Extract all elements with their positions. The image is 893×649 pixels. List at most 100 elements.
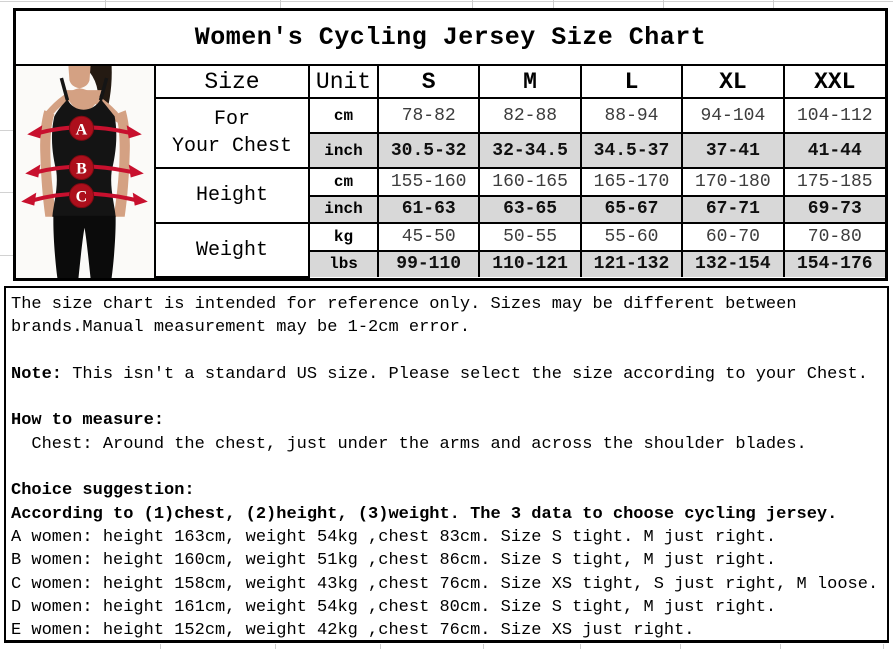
grid-tick bbox=[773, 0, 774, 8]
table-row-chest-inch: inch 30.5-32 32-34.5 34.5-37 37-41 41-44 bbox=[156, 132, 885, 170]
grid-tick bbox=[663, 0, 664, 8]
row-label-chest: For Your Chest bbox=[156, 96, 310, 170]
value-cell: 104-112 bbox=[782, 96, 885, 135]
value-cell: 69-73 bbox=[782, 194, 885, 225]
grid-tick bbox=[580, 644, 581, 649]
value-cell: 30.5-32 bbox=[376, 132, 481, 170]
header-size-m: M bbox=[478, 66, 582, 99]
note-line: The size chart is intended for reference… bbox=[11, 295, 797, 314]
unit-cell: kg bbox=[308, 222, 379, 252]
note-line: Chest: Around the chest, just under the … bbox=[11, 434, 807, 454]
value-cell: 175-185 bbox=[782, 167, 885, 197]
value-cell: 88-94 bbox=[579, 96, 684, 135]
grid-tick bbox=[160, 644, 161, 649]
unit-cell: inch bbox=[309, 194, 379, 225]
note-line: How to measure: bbox=[11, 411, 165, 431]
note-line: C women: height 158cm, weight 43kg ,ches… bbox=[11, 574, 879, 594]
value-cell: 50-55 bbox=[478, 222, 582, 252]
hip-measure-arrow: C bbox=[21, 183, 148, 209]
note-line: According to (1)chest, (2)height, (3)wei… bbox=[11, 504, 838, 524]
measurement-photo: A B C bbox=[16, 66, 156, 278]
grid-tick bbox=[0, 130, 13, 131]
value-cell: 61-63 bbox=[376, 194, 481, 225]
grid-tick bbox=[280, 0, 281, 8]
value-cell: 94-104 bbox=[681, 96, 785, 135]
chest-measure-arrow: A bbox=[27, 115, 142, 141]
value-cell: 70-80 bbox=[782, 222, 885, 252]
note-line: E women: height 152cm, weight 42kg ,ches… bbox=[11, 621, 695, 641]
right-arm bbox=[113, 110, 130, 217]
value-cell: 37-41 bbox=[681, 132, 785, 170]
grid-tick bbox=[553, 0, 554, 8]
grid-tick bbox=[0, 255, 13, 256]
shoulders bbox=[42, 88, 121, 125]
value-cell: 63-65 bbox=[478, 194, 582, 225]
note-line: A women: height 163cm, weight 54kg ,ches… bbox=[11, 527, 777, 547]
grid-tick bbox=[472, 0, 473, 8]
value-cell: 132-154 bbox=[681, 249, 785, 277]
table-row-weight-lbs: lbs 99-110 110-121 121-132 132-154 154-1… bbox=[156, 249, 885, 277]
note-line: Choice suggestion: bbox=[11, 481, 195, 501]
value-cell: 170-180 bbox=[681, 167, 785, 197]
notes-box: The size chart is intended for reference… bbox=[4, 286, 889, 643]
note-line: Note: This isn't a standard US size. Ple… bbox=[11, 364, 868, 384]
header-size-xl: XL bbox=[681, 66, 785, 99]
table-header-row: Size Unit S M L XL XXL bbox=[156, 66, 885, 99]
note-line-blank bbox=[11, 456, 885, 479]
grid-tick bbox=[0, 192, 13, 193]
note-line-blank bbox=[11, 340, 885, 363]
header-size-l: L bbox=[579, 66, 684, 99]
value-cell: 99-110 bbox=[376, 249, 481, 277]
size-table: Size Unit S M L XL XXL For Your Chest cm… bbox=[156, 66, 885, 278]
value-cell: 160-165 bbox=[478, 167, 582, 197]
value-cell: 65-67 bbox=[579, 194, 684, 225]
value-cell: 154-176 bbox=[782, 249, 885, 277]
value-cell: 34.5-37 bbox=[579, 132, 684, 170]
row-label-height: Height bbox=[156, 167, 310, 225]
table-row-height-inch: inch 61-63 63-65 65-67 67-71 69-73 bbox=[156, 194, 885, 225]
legs bbox=[53, 215, 116, 278]
value-cell: 165-170 bbox=[579, 167, 684, 197]
value-cell: 155-160 bbox=[376, 167, 481, 197]
grid-tick bbox=[380, 644, 381, 649]
note-line: B women: height 160cm, weight 51kg ,ches… bbox=[11, 551, 777, 571]
header-size-xxl: XXL bbox=[782, 66, 885, 99]
row-label-weight: Weight bbox=[156, 222, 310, 278]
header-unit: Unit bbox=[308, 66, 379, 99]
value-cell: 121-132 bbox=[579, 249, 684, 277]
header-size-s: S bbox=[376, 66, 481, 99]
table-row-chest-cm: For Your Chest cm 78-82 82-88 88-94 94-1… bbox=[156, 96, 885, 170]
header-size: Size bbox=[156, 66, 310, 99]
note-line-blank bbox=[11, 386, 885, 409]
grid-tick bbox=[780, 644, 781, 649]
unit-cell: lbs bbox=[309, 249, 379, 277]
note-line: D women: height 161cm, weight 54kg ,ches… bbox=[11, 597, 777, 617]
value-cell: 41-44 bbox=[782, 132, 885, 170]
waist-measure-arrow: B bbox=[25, 154, 144, 181]
value-cell: 67-71 bbox=[681, 194, 785, 225]
value-cell: 32-34.5 bbox=[478, 132, 582, 170]
grid-tick bbox=[105, 0, 106, 8]
page-title: Women's Cycling Jersey Size Chart bbox=[16, 11, 885, 66]
marker-b-label: B bbox=[76, 161, 87, 178]
grid-tick bbox=[680, 644, 681, 649]
value-cell: 82-88 bbox=[478, 96, 582, 135]
grid-tick bbox=[483, 644, 484, 649]
marker-a-label: A bbox=[76, 121, 88, 138]
table-row-weight-kg: Weight kg 45-50 50-55 55-60 60-70 70-80 bbox=[156, 222, 885, 278]
left-arm bbox=[40, 110, 57, 217]
neck bbox=[68, 66, 91, 89]
unit-cell: cm bbox=[308, 167, 379, 197]
unit-cell: inch bbox=[309, 132, 379, 170]
left-strap bbox=[59, 77, 70, 101]
woman-measurement-illustration: A B C bbox=[16, 66, 154, 278]
value-cell: 45-50 bbox=[376, 222, 481, 252]
chest-skin bbox=[65, 90, 102, 113]
value-cell: 55-60 bbox=[579, 222, 684, 252]
table-row-height-cm: Height cm 155-160 160-165 165-170 170-18… bbox=[156, 167, 885, 225]
grid-tick bbox=[275, 644, 276, 649]
right-strap bbox=[98, 77, 109, 101]
grid-tick bbox=[883, 644, 884, 649]
value-cell: 60-70 bbox=[681, 222, 785, 252]
